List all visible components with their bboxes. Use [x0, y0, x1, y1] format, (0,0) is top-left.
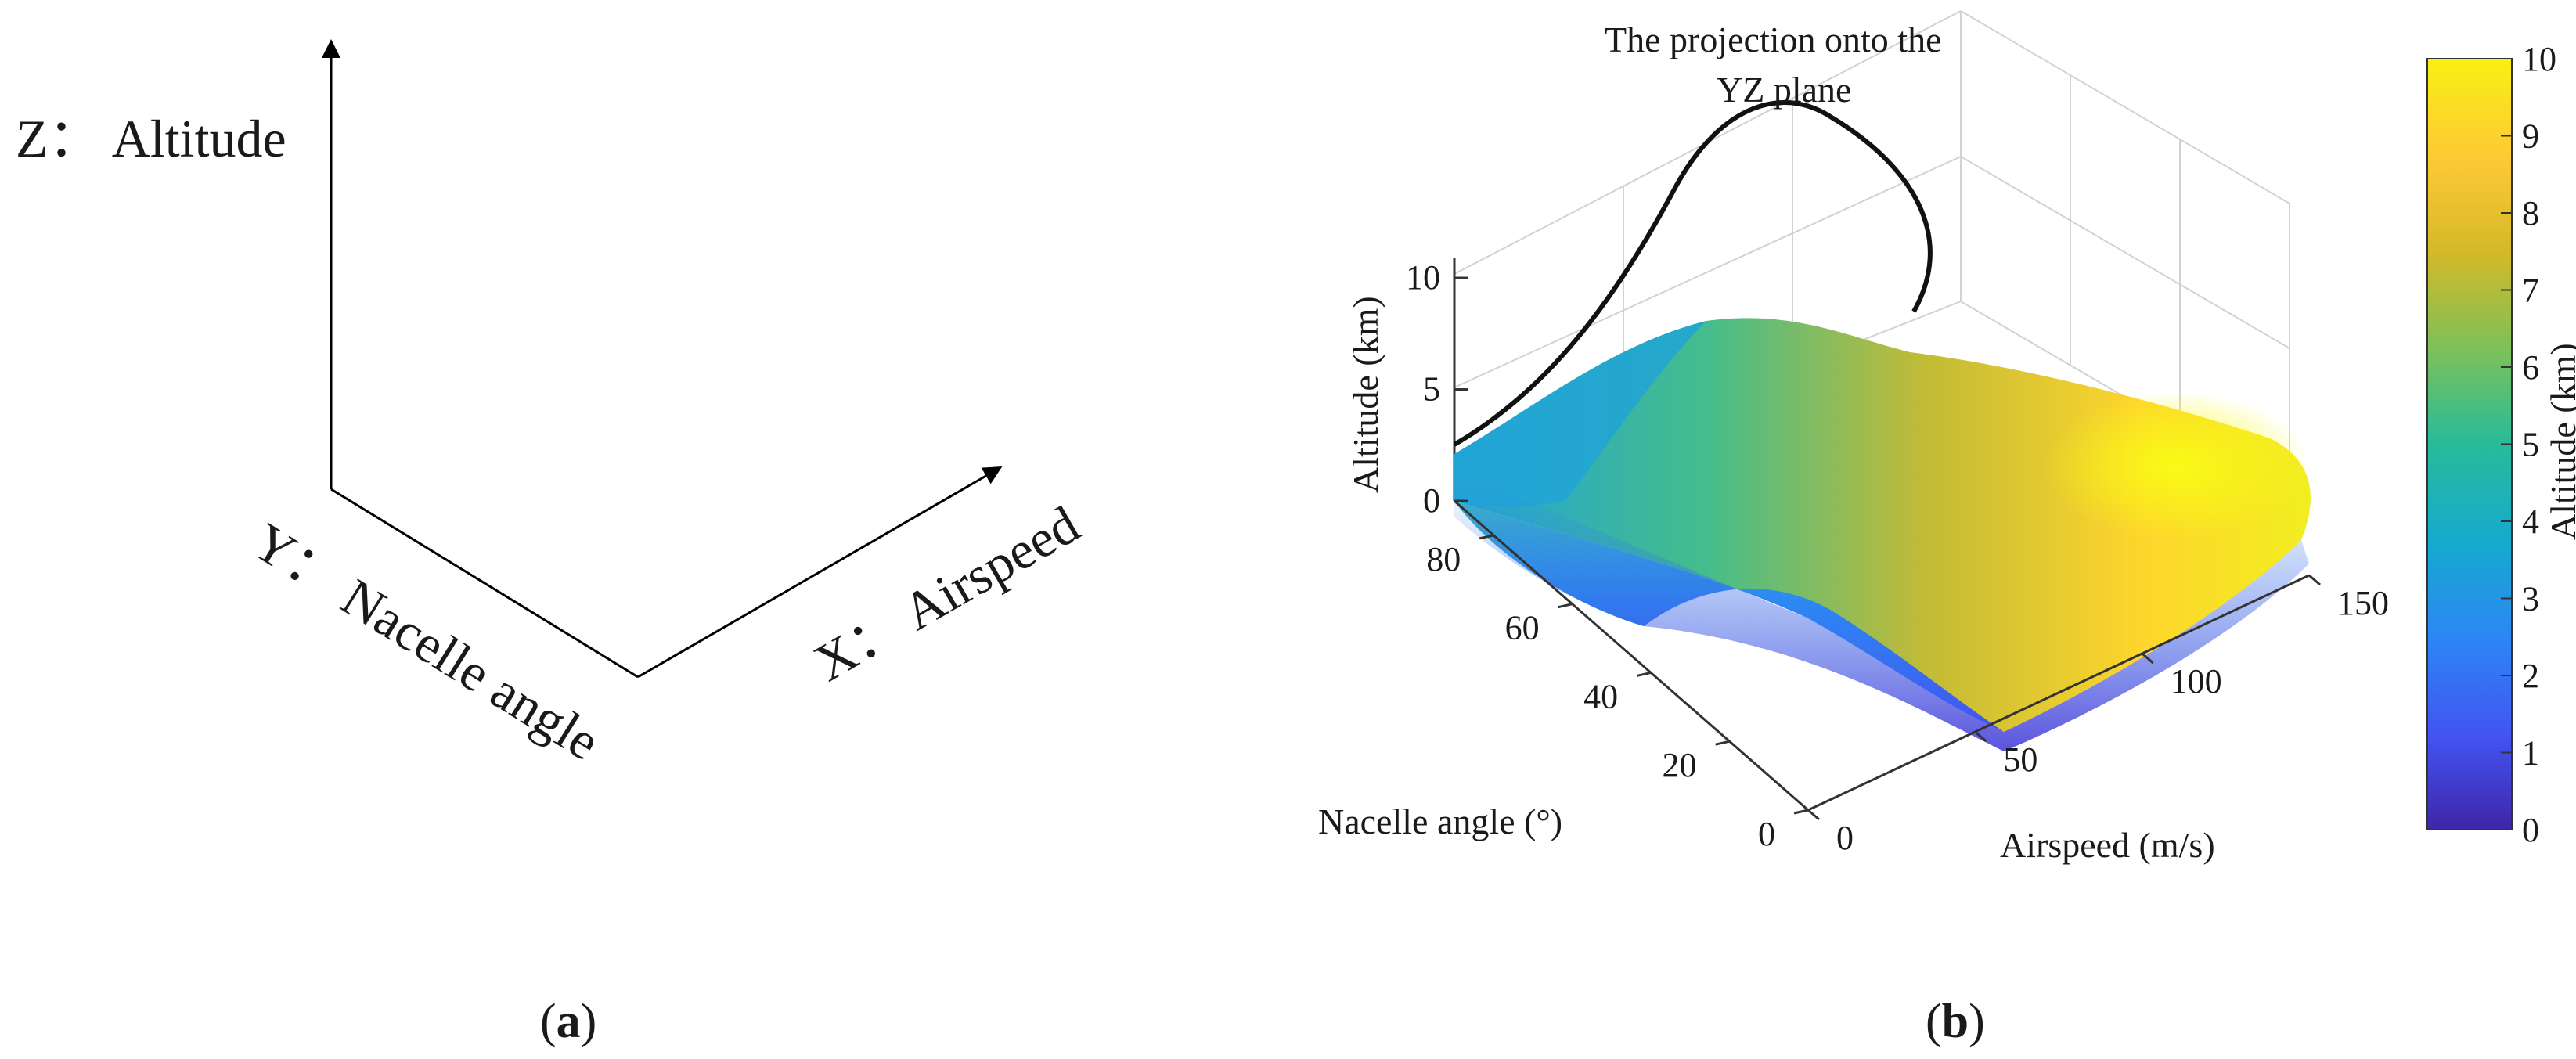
y-tick-label: 40 — [1583, 677, 1618, 715]
z-axis: 0 5 10 Altitude (km) — [1346, 258, 1468, 520]
colorbar-tick-labels: 0 1 2 3 4 5 6 7 8 9 10 — [2522, 40, 2556, 849]
y-axis-title: Nacelle angle (°) — [1318, 801, 1562, 841]
colorbar-tick-label: 6 — [2522, 348, 2539, 387]
y-tick-labels: 0 20 40 60 80 — [1426, 540, 1775, 853]
y-axis-label: Y： Nacelle angle — [243, 511, 610, 772]
z-tick-label: 10 — [1406, 258, 1440, 297]
colorbar-tick-label: 4 — [2522, 502, 2539, 541]
surface-bottom-shade — [1454, 470, 2309, 751]
colorbar-tick-label: 9 — [2522, 117, 2539, 156]
y-tick-marks — [1479, 534, 1809, 815]
y-tick — [1793, 809, 1809, 815]
yz-projection-curve — [1453, 100, 1933, 447]
colorbar: 0 1 2 3 4 5 6 7 8 9 10 Altitude (km) — [2426, 40, 2576, 849]
y-axis-line — [330, 488, 639, 679]
x-tick-marks — [1807, 574, 2321, 821]
x-axis-arrow — [637, 466, 1003, 679]
colorbar-tick-label: 2 — [2522, 657, 2539, 695]
colorbar-tick-label: 7 — [2522, 272, 2539, 310]
x-tick — [1974, 730, 1987, 743]
y-tick — [1636, 671, 1652, 677]
x-axis-label: X： Airspeed — [805, 494, 1089, 693]
surface — [1454, 318, 2311, 751]
x-tick-labels: 0 50 100 150 — [1836, 584, 2389, 857]
z-axis-label: Z： Altitude — [16, 109, 286, 168]
x-tick — [1807, 809, 1820, 821]
annotation-line-1: The projection onto the — [1605, 20, 1942, 59]
caption-a: (a) — [540, 995, 596, 1048]
colorbar-tick-label: 1 — [2522, 734, 2539, 773]
y-tick-label: 20 — [1663, 746, 1697, 784]
annotation-line-2: YZ plane — [1717, 70, 1851, 110]
colorbar-title: Altitude (km) — [2543, 343, 2576, 540]
z-axis-title: Altitude (km) — [1346, 296, 1385, 493]
x-axis-baseline — [1807, 574, 2310, 812]
colorbar-tick-marks — [2501, 58, 2512, 830]
x-tick-label: 50 — [2003, 740, 2037, 779]
colorbar-tick-label: 0 — [2522, 811, 2539, 849]
z-tick-marks — [1454, 276, 1468, 502]
y-axis: 0 20 40 60 80 Nacelle angle (°) — [1318, 499, 1809, 853]
surface-left-front — [1454, 321, 1706, 507]
panel-a: Z： Altitude Y： Nacelle angle X： Airspeed… — [16, 39, 1089, 1048]
y-tick-label: 60 — [1505, 609, 1540, 647]
x-tick — [2141, 652, 2154, 665]
x-axis-title: Airspeed (m/s) — [2000, 825, 2215, 865]
y-tick — [1715, 740, 1730, 746]
caption-b: (b) — [1926, 995, 1985, 1048]
y-tick — [1479, 534, 1494, 540]
y-tick-label: 0 — [1758, 815, 1775, 853]
x-tick — [2308, 574, 2321, 586]
y-tick-label: 80 — [1426, 540, 1461, 578]
x-tick-label: 150 — [2337, 584, 2389, 622]
colorbar-gradient — [2426, 58, 2513, 830]
surface-hotspot — [2043, 391, 2309, 540]
colorbar-tick-label: 10 — [2522, 40, 2556, 78]
x-axis: 0 50 100 150 Airspeed (m/s) — [1807, 574, 2389, 865]
y-axis-baseline — [1454, 499, 1809, 812]
colorbar-tick-label: 8 — [2522, 194, 2539, 232]
colorbar-tick-label: 3 — [2522, 580, 2539, 618]
z-tick-labels: 0 5 10 — [1406, 258, 1440, 520]
z-tick-label: 0 — [1423, 481, 1440, 520]
x-tick-label: 0 — [1836, 819, 1854, 857]
x-tick-label: 100 — [2171, 662, 2222, 701]
z-tick-label: 5 — [1423, 370, 1440, 409]
colorbar-tick-label: 5 — [2522, 426, 2539, 464]
y-tick — [1558, 603, 1573, 609]
